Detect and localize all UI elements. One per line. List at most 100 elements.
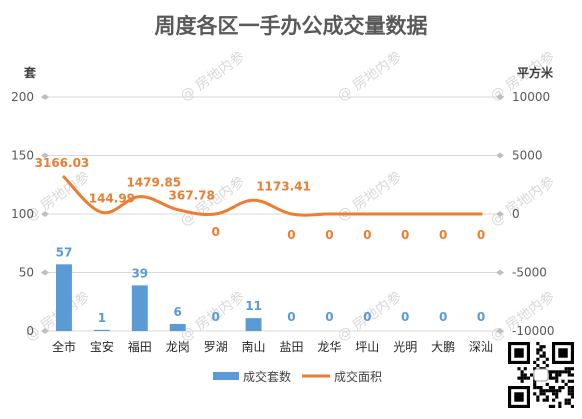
qr-module <box>539 386 543 390</box>
x-tick-label: 龙岗 <box>166 340 190 354</box>
qr-module <box>533 367 537 371</box>
qr-module <box>558 401 562 405</box>
grid-lines <box>45 96 500 332</box>
line-value-label: 0 <box>439 228 447 242</box>
bar-value-label: 0 <box>325 310 333 324</box>
bar <box>131 285 148 331</box>
qr-module <box>523 367 527 371</box>
qr-module <box>536 398 540 402</box>
qr-module <box>570 386 574 390</box>
qr-module <box>570 367 574 371</box>
watermark-text: @ 房地内参 <box>177 48 248 105</box>
line-value-label: 0 <box>477 228 485 242</box>
qr-module <box>567 367 571 371</box>
left-tick-marker <box>41 269 49 276</box>
bar-value-label: 1 <box>98 311 106 325</box>
x-tick-label: 罗湖 <box>204 339 228 354</box>
bar-value-label: 0 <box>363 310 371 324</box>
qr-module <box>570 392 574 396</box>
qr-module <box>567 370 571 374</box>
watermark-text: @ 房地内参 <box>487 173 558 230</box>
qr-module <box>570 395 574 399</box>
qr-module <box>564 370 568 374</box>
legend-label: 成交面积 <box>334 369 382 384</box>
qr-module <box>552 386 556 390</box>
qr-module <box>545 398 549 402</box>
qr-module <box>570 379 574 383</box>
qr-module <box>539 389 543 393</box>
chart-title: 周度各区一手办公成交量数据 <box>155 14 428 38</box>
qr-module <box>555 376 559 380</box>
qr-module <box>558 370 562 374</box>
qr-module <box>564 382 568 386</box>
qr-module <box>536 342 540 346</box>
bar-value-label: 0 <box>439 310 447 324</box>
qr-module <box>533 382 537 386</box>
qr-module <box>558 389 562 393</box>
qr-module <box>561 386 565 390</box>
qr-module <box>567 392 571 396</box>
watermark-text: @ 房地内参 <box>334 48 405 105</box>
x-tick-label: 光明 <box>393 340 417 354</box>
left-tick-marker <box>41 94 49 100</box>
qr-module <box>536 395 540 399</box>
left-axis-label: 套 <box>23 65 37 80</box>
right-tick-marker <box>496 152 504 159</box>
qr-module <box>561 379 565 383</box>
legend: 成交套数 成交面积 <box>213 369 382 384</box>
qr-module <box>558 404 562 408</box>
qr-module <box>564 401 568 405</box>
bar <box>93 329 110 331</box>
qr-module <box>555 370 559 374</box>
right-tick-marker <box>496 269 504 276</box>
bar-value-label: 0 <box>401 310 409 324</box>
qr-module <box>542 345 546 349</box>
right-tick-marker <box>496 328 504 334</box>
qr-module <box>548 370 552 374</box>
x-tick-label: 龙华 <box>317 340 341 354</box>
qr-module <box>552 392 556 396</box>
qr-module <box>545 389 549 393</box>
qr-module <box>548 376 552 380</box>
qr-module <box>520 379 524 383</box>
qr-module <box>517 376 521 380</box>
qr-module <box>539 345 543 349</box>
qr-module <box>542 354 546 358</box>
qr-module <box>548 386 552 390</box>
qr-module <box>536 351 540 355</box>
qr-module <box>570 404 574 408</box>
left-tick-label: 150 <box>11 149 34 163</box>
bar-series <box>55 264 262 331</box>
legend-swatch-bar <box>213 372 239 380</box>
line-value-label: 144.99 <box>89 191 135 205</box>
qr-module <box>539 348 543 352</box>
qr-module <box>517 367 521 371</box>
left-tick-marker <box>41 211 49 217</box>
x-tick-label: 全市 <box>52 339 76 354</box>
qr-module <box>558 386 562 390</box>
x-tick-label: 南山 <box>242 339 266 354</box>
qr-module <box>555 373 559 377</box>
line-value-label: 0 <box>401 228 409 242</box>
legend-label: 成交套数 <box>243 369 291 384</box>
qr-module <box>558 373 562 377</box>
qr-module <box>520 373 524 377</box>
qr-module <box>542 398 546 402</box>
bar-value-label: 0 <box>287 310 295 324</box>
qr-module <box>555 389 559 393</box>
right-tick-label: -10000 <box>512 324 555 338</box>
qr-module <box>545 395 549 399</box>
bar <box>169 323 186 331</box>
qr-module <box>555 395 559 399</box>
line-series <box>62 175 483 217</box>
left-tick-label: 50 <box>19 266 34 280</box>
right-tick-marker <box>496 94 504 100</box>
right-tick-label: 10000 <box>512 90 550 104</box>
right-tick-label: 0 <box>512 207 520 221</box>
right-tick-label: -5000 <box>512 266 547 280</box>
qr-module <box>523 373 527 377</box>
bar <box>55 264 72 331</box>
qr-module <box>545 364 549 368</box>
qr-module <box>520 376 524 380</box>
